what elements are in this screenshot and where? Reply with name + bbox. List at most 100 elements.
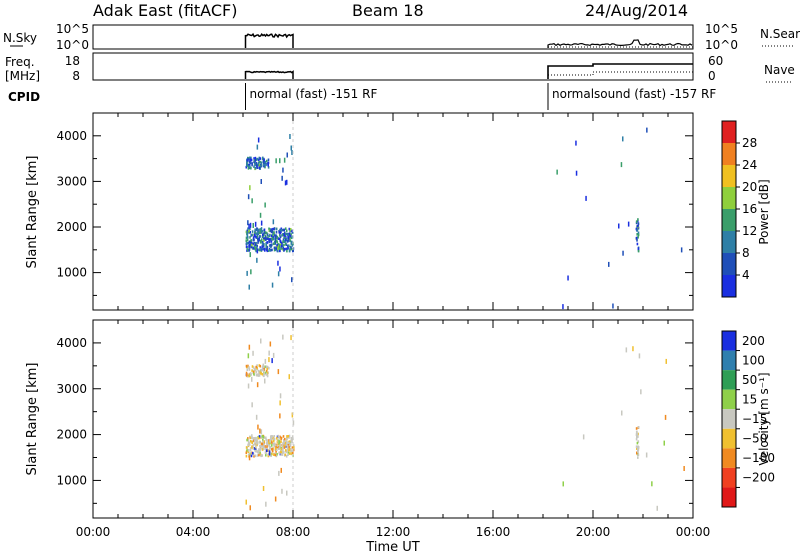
nave-trace <box>548 71 693 76</box>
echo-cell-177 <box>283 240 285 243</box>
velocity-colorbar-swatch-0 <box>722 331 736 351</box>
echo-cell-316 <box>272 242 275 246</box>
echo-cell-456 <box>637 222 640 225</box>
echo-cell-398 <box>248 366 250 369</box>
echo-cell-346 <box>291 241 293 244</box>
echo-cell-429 <box>637 435 639 438</box>
echo-cell-313 <box>271 444 273 447</box>
velocity-axes: 1000 2000 3000 4000 <box>56 319 694 518</box>
echo-cell-397 <box>245 364 248 368</box>
echo-cell-174 <box>259 235 262 238</box>
echo-cell-215 <box>288 441 290 445</box>
echo-cell-340 <box>256 366 258 370</box>
echo-cell-459 <box>278 470 280 476</box>
velocity-colorbar-label: Velocity [m s⁻¹] <box>757 372 771 465</box>
echo-cell-149 <box>283 231 286 235</box>
velocity-colorbar-tick-label-2: 50 <box>742 373 757 387</box>
freq-traces <box>244 63 693 79</box>
echo-cell-494 <box>562 481 564 487</box>
echo-cell-236 <box>273 227 276 230</box>
echo-cell-176 <box>272 436 274 440</box>
echo-cell-291 <box>277 249 279 253</box>
echo-cell-463 <box>268 450 271 456</box>
echo-cell-209 <box>264 451 267 454</box>
echo-cell-269 <box>287 244 290 247</box>
echo-cell-46 <box>285 445 287 448</box>
echo-cell-442 <box>263 163 265 167</box>
echo-cell-509 <box>248 284 250 290</box>
echo-cell-258 <box>267 249 269 252</box>
velocity-colorbar: 200 100 50 15 −15 −50 −100 −200 <box>721 330 775 508</box>
echo-cell-479 <box>249 252 251 258</box>
echo-cell-500 <box>265 235 267 241</box>
echo-cell-127 <box>290 449 292 452</box>
echo-cell-209 <box>270 245 272 249</box>
echo-cell-427 <box>249 158 252 162</box>
echo-cell-358 <box>280 240 282 243</box>
echo-cell-180 <box>289 447 292 451</box>
date-title: 24/Aug/2014 <box>585 1 688 20</box>
echo-cell-310 <box>282 448 284 451</box>
echo-cell-414 <box>258 156 261 160</box>
echo-cell-225 <box>292 249 294 252</box>
echo-cell-115 <box>277 243 280 246</box>
echo-cell-407 <box>259 165 262 168</box>
echo-cell-421 <box>257 161 260 165</box>
echo-cell-271 <box>253 440 256 443</box>
echo-cell-311 <box>278 231 281 234</box>
echo-cell-369 <box>253 370 255 374</box>
echo-cell-388 <box>265 372 268 376</box>
echo-cell-124 <box>275 454 278 458</box>
echo-cell-200 <box>287 453 289 456</box>
echo-cell-88 <box>260 436 263 439</box>
echo-cell-355 <box>263 372 266 375</box>
echo-cell-393 <box>251 369 253 372</box>
echo-cell-425 <box>265 163 267 167</box>
echo-cell-466 <box>290 335 292 341</box>
echo-cell-497 <box>582 434 585 440</box>
echo-cell-426 <box>263 158 265 162</box>
echo-cell-155 <box>254 449 257 453</box>
velocity-panel-frame <box>92 319 694 519</box>
echo-cell-82 <box>278 245 280 248</box>
echo-cell-291 <box>286 435 288 438</box>
echo-cell-90 <box>254 442 257 446</box>
echo-cell-489 <box>254 221 257 227</box>
echo-cell-301 <box>285 443 288 446</box>
echo-cell-496 <box>274 234 277 240</box>
echo-cell-404 <box>248 160 251 164</box>
nave-label: Nave <box>764 63 795 77</box>
echo-cell-87 <box>266 237 269 240</box>
cpid-segment-label-1: normalsound (fast) -157 RF <box>552 87 716 101</box>
echo-cell-234 <box>262 233 265 236</box>
echo-cell-82 <box>276 453 278 456</box>
echo-cell-272 <box>248 243 251 247</box>
echo-cell-462 <box>636 242 639 246</box>
echo-cell-486 <box>656 505 658 511</box>
echo-cell-472 <box>259 428 261 434</box>
echo-cell-111 <box>279 249 281 253</box>
echo-cell-261 <box>287 233 289 237</box>
echo-cell-116 <box>289 442 292 446</box>
echo-cell-265 <box>283 243 285 247</box>
echo-cell-260 <box>285 440 287 443</box>
echo-cell-170 <box>282 441 284 445</box>
x-tick-label-1: 04:00 <box>176 525 211 539</box>
echo-cell-498 <box>249 185 251 191</box>
echo-cell-484 <box>277 271 280 277</box>
echo-cell-231 <box>263 445 265 448</box>
echo-cell-517 <box>279 158 281 164</box>
echo-cell-172 <box>261 230 264 233</box>
echo-cell-290 <box>278 436 280 439</box>
echo-cell-528 <box>575 170 578 176</box>
echo-cell-320 <box>267 454 270 458</box>
velocity-colorbar-swatch-8 <box>722 487 736 507</box>
freq-label-1: Freq. <box>5 55 35 69</box>
echo-cell-288 <box>286 440 288 444</box>
echo-cell-184 <box>290 233 292 236</box>
echo-cell-169 <box>275 227 278 231</box>
echo-cell-304 <box>253 442 256 446</box>
echo-cell-223 <box>285 229 288 233</box>
echo-cell-101 <box>285 247 287 251</box>
echo-cell-522 <box>622 250 624 256</box>
